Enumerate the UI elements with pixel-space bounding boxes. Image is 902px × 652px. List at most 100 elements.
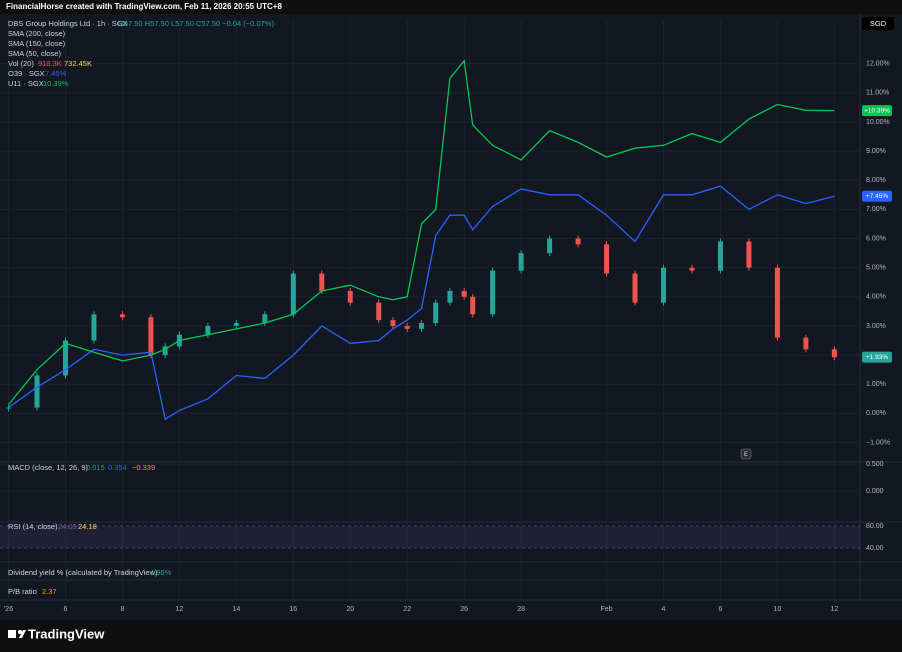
candle — [746, 241, 752, 268]
logo-mark — [18, 630, 22, 634]
candle — [632, 273, 638, 303]
candle — [831, 349, 837, 358]
candle — [547, 238, 553, 254]
candle — [717, 241, 723, 271]
x-tick-label: Feb — [601, 606, 613, 613]
candle — [470, 296, 476, 315]
y-tick-label: 7.00% — [866, 206, 886, 213]
last-value-badge — [862, 105, 892, 117]
y-tick-label: 4.00% — [866, 294, 886, 301]
x-tick-label: '26 — [4, 606, 13, 613]
candle — [404, 325, 410, 329]
candle — [433, 302, 439, 324]
y-tick-label: 9.00% — [866, 148, 886, 155]
candle — [418, 323, 424, 329]
x-tick-label: 8 — [120, 606, 124, 613]
rsi-title: RSI (14, close) — [8, 522, 58, 531]
dividend-title: Dividend yield % (calculated by TradingV… — [8, 568, 158, 577]
candle — [803, 337, 809, 350]
last-value-label: +10.39% — [864, 107, 890, 114]
logo-mark — [8, 630, 16, 638]
legend-u11-value: 10.39% — [43, 79, 69, 88]
earnings-label: E — [744, 452, 748, 458]
x-tick-label: 14 — [232, 606, 240, 613]
y-tick-label: 11.00% — [866, 90, 889, 97]
legend-sma: SMA (150, close) — [8, 39, 66, 48]
macd-title: MACD (close, 12, 26, 9) — [8, 463, 89, 472]
pane-tick-label: 40.00 — [866, 545, 884, 552]
x-tick-label: 10 — [774, 606, 782, 613]
last-value-label: +7.45% — [866, 193, 888, 200]
x-tick-label: 12 — [176, 606, 184, 613]
candle — [461, 290, 467, 297]
x-tick-label: 16 — [289, 606, 297, 613]
last-value-label: +1.93% — [866, 354, 888, 361]
candle — [376, 302, 382, 321]
currency: SGD — [870, 19, 887, 28]
legend-o39-value: 7.45% — [45, 69, 67, 78]
candle — [575, 238, 581, 245]
series-line — [7, 59, 835, 406]
y-tick-label: 3.00% — [866, 323, 886, 330]
rsi-band — [0, 526, 860, 548]
x-tick-label: 12 — [830, 606, 838, 613]
x-tick-label: 6 — [64, 606, 68, 613]
candle — [390, 320, 396, 326]
candle — [604, 244, 610, 274]
x-tick-label: 4 — [662, 606, 666, 613]
currency-badge[interactable] — [862, 17, 894, 30]
last-value-badge — [862, 351, 892, 363]
rsi-value: 24.09 — [58, 522, 77, 531]
chart-canvas — [0, 14, 902, 620]
candle — [6, 407, 12, 409]
last-value-badge — [862, 190, 892, 202]
y-tick-label: 10.00% — [866, 119, 890, 126]
y-tick-label: 1.00% — [866, 381, 886, 388]
candle — [518, 253, 524, 271]
y-tick-label: 5.00% — [866, 265, 886, 272]
x-tick-label: 28 — [517, 606, 525, 613]
series-line — [8, 185, 835, 421]
pb-title: P/B ratio — [8, 587, 37, 596]
candle — [119, 314, 125, 318]
pane-tick-label: 0.000 — [866, 488, 884, 495]
brand: TradingView — [28, 626, 105, 641]
candle — [262, 314, 268, 324]
rsi-value: 24.18 — [78, 522, 97, 531]
candle — [490, 270, 496, 315]
y-tick-label: −1.00% — [866, 439, 890, 446]
x-tick-label: 26 — [460, 606, 468, 613]
earnings-marker[interactable] — [740, 448, 752, 460]
legend-o39: O39 · SGX — [8, 69, 45, 78]
legend-vol: Vol (20) — [8, 59, 34, 68]
candle — [205, 325, 211, 335]
x-tick-label: 20 — [346, 606, 354, 613]
candle — [162, 346, 168, 356]
legend-sma: SMA (50, close) — [8, 49, 61, 58]
candle — [319, 273, 325, 291]
legend-u11: U11 · SGX — [8, 79, 44, 88]
candle — [774, 267, 780, 338]
legend-symbol: DBS Group Holdings Ltd · 1h · SGX — [8, 19, 128, 28]
candle — [290, 273, 296, 315]
brand-logo — [8, 630, 26, 638]
y-tick-label: 6.00% — [866, 235, 886, 242]
candle — [233, 323, 239, 326]
logo-mark — [19, 630, 26, 638]
y-tick-label: 8.00% — [866, 177, 886, 184]
legend-vol-value: 918.3K — [38, 59, 62, 68]
macd-value: 0.354 — [108, 463, 127, 472]
candle — [91, 314, 97, 341]
legend-sma: SMA (200, close) — [8, 29, 66, 38]
candle — [447, 290, 453, 303]
y-tick-label: 0.00% — [866, 410, 886, 417]
pane-tick-label: 0.500 — [866, 461, 884, 468]
pb-value: 2.37 — [42, 587, 57, 596]
candle — [148, 317, 154, 356]
y-tick-label: 12.00% — [866, 61, 890, 68]
macd-value: 0.015 — [86, 463, 105, 472]
candle — [34, 375, 40, 408]
candle — [347, 290, 353, 303]
legend-ohlc: O57.50 H57.50 L57.50 C57.50 −0.04 (−0.07… — [118, 19, 274, 28]
